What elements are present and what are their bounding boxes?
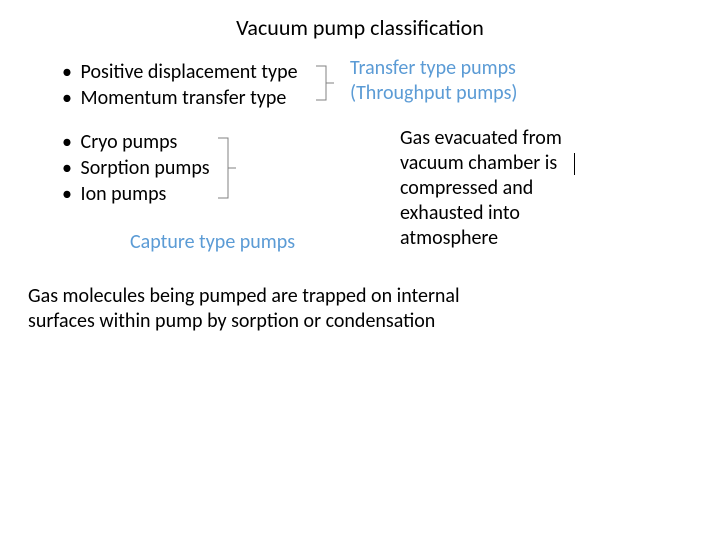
- bullet-pos-displacement: • Positive displacement type: [62, 60, 298, 84]
- label-transfer-type: Transfer type pumps (Throughput pumps): [350, 56, 517, 106]
- bullet-ion: • Ion pumps: [62, 182, 166, 206]
- slide: Vacuum pump classification • Positive di…: [0, 0, 720, 540]
- slide-title: Vacuum pump classification: [0, 14, 720, 41]
- desc-line: atmosphere: [400, 226, 562, 251]
- bullet-dot-icon: •: [62, 86, 76, 110]
- desc-line: Gas molecules being pumped are trapped o…: [28, 284, 460, 309]
- bullet-sorption: • Sorption pumps: [62, 156, 210, 180]
- desc-line: compressed and: [400, 176, 562, 201]
- desc-line: exhausted into: [400, 201, 562, 226]
- capture-description: Gas molecules being pumped are trapped o…: [28, 284, 460, 334]
- bullet-dot-icon: •: [62, 60, 76, 84]
- bullet-momentum-transfer: • Momentum transfer type: [62, 86, 286, 110]
- bracket-icon: [218, 138, 236, 198]
- label-line: Capture type pumps: [130, 230, 295, 254]
- label-line: Transfer type pumps: [350, 56, 517, 81]
- bullet-text: Positive displacement type: [81, 60, 298, 84]
- bullet-dot-icon: •: [62, 130, 76, 154]
- bullet-text: Sorption pumps: [81, 156, 210, 180]
- desc-line: Gas evacuated from: [400, 126, 562, 151]
- text-cursor-icon: [574, 153, 575, 175]
- transfer-description: Gas evacuated from vacuum chamber is com…: [400, 126, 562, 251]
- bullet-text: Cryo pumps: [81, 130, 178, 154]
- label-capture-type: Capture type pumps: [130, 230, 295, 255]
- bullet-cryo: • Cryo pumps: [62, 130, 177, 154]
- desc-line: vacuum chamber is: [400, 151, 562, 176]
- bullet-text: Momentum transfer type: [81, 86, 287, 110]
- label-line: (Throughput pumps): [350, 81, 517, 106]
- bullet-dot-icon: •: [62, 182, 76, 206]
- bracket-icon: [316, 66, 334, 100]
- bullet-text: Ion pumps: [81, 182, 167, 206]
- desc-line: surfaces within pump by sorption or cond…: [28, 309, 460, 334]
- bullet-dot-icon: •: [62, 156, 76, 180]
